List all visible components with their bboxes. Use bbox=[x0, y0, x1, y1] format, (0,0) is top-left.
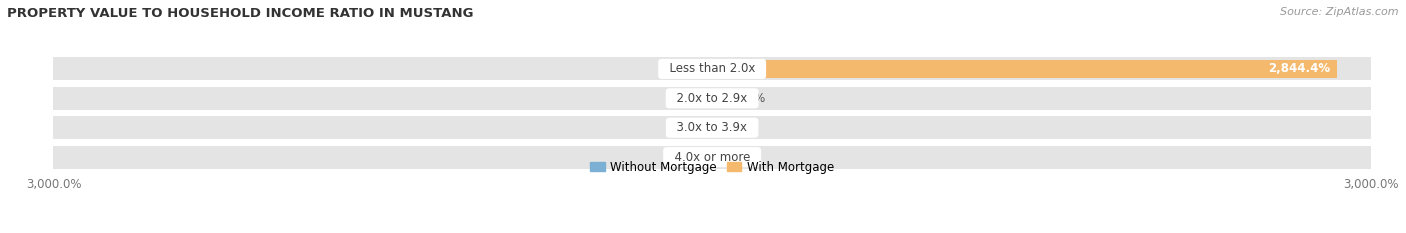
Bar bbox=[713, 119, 717, 137]
Bar bbox=[713, 89, 724, 107]
Text: 20.8%: 20.8% bbox=[720, 121, 756, 134]
Text: 4.5%: 4.5% bbox=[717, 151, 747, 164]
Text: 11.8%: 11.8% bbox=[669, 121, 706, 134]
Text: 35.4%: 35.4% bbox=[664, 62, 702, 75]
Text: 4.0x or more: 4.0x or more bbox=[666, 151, 758, 164]
Bar bbox=[707, 148, 713, 166]
Text: 56.1%: 56.1% bbox=[728, 92, 765, 105]
Text: 2.0x to 2.9x: 2.0x to 2.9x bbox=[669, 92, 755, 105]
Bar bbox=[706, 89, 713, 107]
Text: Source: ZipAtlas.com: Source: ZipAtlas.com bbox=[1281, 7, 1399, 17]
Bar bbox=[713, 60, 1337, 78]
Bar bbox=[53, 146, 1371, 169]
Legend: Without Mortgage, With Mortgage: Without Mortgage, With Mortgage bbox=[586, 156, 838, 179]
Bar bbox=[704, 60, 713, 78]
Bar bbox=[53, 116, 1371, 139]
Bar bbox=[710, 119, 713, 137]
Bar bbox=[53, 57, 1371, 80]
Text: PROPERTY VALUE TO HOUSEHOLD INCOME RATIO IN MUSTANG: PROPERTY VALUE TO HOUSEHOLD INCOME RATIO… bbox=[7, 7, 474, 20]
Text: 23.1%: 23.1% bbox=[666, 151, 704, 164]
Text: 2,844.4%: 2,844.4% bbox=[1268, 62, 1330, 75]
Bar bbox=[53, 87, 1371, 110]
Text: 29.7%: 29.7% bbox=[665, 92, 703, 105]
Text: Less than 2.0x: Less than 2.0x bbox=[662, 62, 762, 75]
Text: 3.0x to 3.9x: 3.0x to 3.9x bbox=[669, 121, 755, 134]
